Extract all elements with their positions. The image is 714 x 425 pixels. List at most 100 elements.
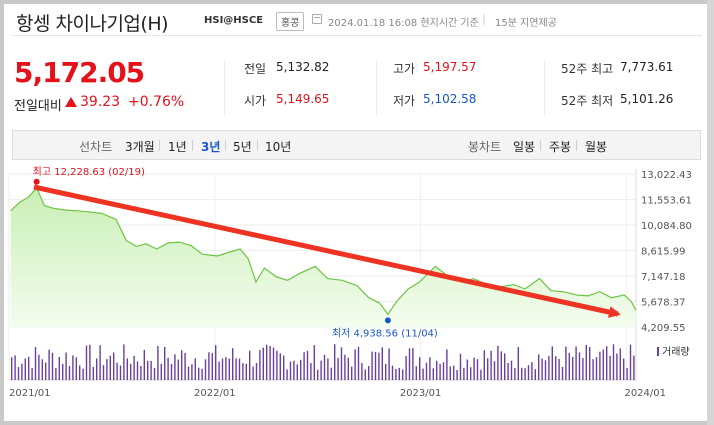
volume-bar: [75, 357, 77, 380]
volume-bar: [405, 356, 407, 380]
y-tick-label: 13,022.43: [641, 170, 692, 181]
stats-divider: [224, 60, 225, 116]
volume-bars: [11, 344, 635, 380]
volume-bar: [279, 353, 281, 380]
volume-bar: [28, 356, 30, 380]
volume-bar: [572, 357, 574, 380]
tab-divider: [192, 140, 193, 151]
volume-bar: [514, 368, 516, 380]
volume-bar: [106, 359, 108, 380]
y-tick-label: 10,084.80: [641, 221, 692, 232]
volume-bar: [561, 366, 564, 380]
quote-timestamp: 2024.01.18 16:08 현지시간 기준: [328, 18, 479, 29]
volume-bar: [160, 363, 162, 380]
volume-bar: [599, 351, 601, 380]
candle-tab-monthly[interactable]: 월봉: [585, 140, 608, 154]
period-tab-3m[interactable]: 3개월: [125, 140, 155, 154]
volume-bar: [79, 365, 81, 380]
period-tab-5y[interactable]: 5년: [233, 140, 252, 154]
volume-bar: [473, 357, 475, 380]
volume-bar: [531, 362, 533, 380]
volume-bar: [344, 354, 346, 380]
volume-bar: [490, 350, 492, 380]
stat-label: 시가: [244, 94, 267, 108]
stat-label: 저가: [393, 94, 416, 108]
stat-value: 5,102.58: [423, 92, 477, 106]
volume-bar: [548, 356, 550, 380]
volume-bar: [113, 352, 115, 380]
volume-bar: [283, 355, 285, 380]
volume-bar: [65, 352, 67, 380]
volume-bar: [232, 348, 234, 380]
volume-bar: [181, 350, 183, 380]
period-tab-3y[interactable]: 3년: [201, 140, 221, 154]
volume-bar: [493, 361, 496, 380]
volume-bar: [578, 352, 581, 380]
volume-bar: [327, 358, 329, 380]
change-percent: +0.76%: [128, 94, 185, 110]
tab-divider: [540, 140, 541, 151]
volume-bar: [215, 345, 217, 380]
volume-bar: [34, 347, 37, 380]
volume-bar: [408, 348, 411, 380]
volume-bar: [575, 346, 577, 380]
period-tab-10y[interactable]: 10년: [265, 140, 292, 154]
volume-bar: [17, 367, 20, 380]
volume-bar: [211, 353, 213, 380]
volume-bar: [500, 351, 502, 380]
volume-bar: [330, 367, 332, 380]
volume-bar: [538, 354, 540, 380]
volume-bar: [143, 349, 145, 380]
volume-bar: [602, 349, 604, 380]
volume-bar: [619, 348, 621, 380]
volume-legend: 거래량: [657, 346, 690, 358]
volume-bar: [31, 368, 33, 380]
volume-bar: [439, 364, 441, 380]
volume-bar: [544, 360, 547, 380]
volume-bar: [198, 367, 200, 380]
volume-bar: [555, 356, 557, 380]
volume-bar: [507, 363, 509, 380]
volume-bar: [497, 345, 499, 380]
stat-label: 고가: [393, 62, 416, 76]
period-tab-1y[interactable]: 1년: [168, 140, 187, 154]
volume-bar: [187, 366, 190, 380]
volume-bar: [453, 365, 455, 380]
volume-bar: [592, 359, 594, 380]
x-tick-label: 2021/01: [9, 388, 51, 399]
volume-bar: [429, 357, 431, 380]
change-value: 39.23: [80, 94, 121, 110]
volume-bar: [242, 363, 244, 380]
volume-bar: [419, 357, 421, 380]
volume-bar: [589, 347, 591, 380]
volume-bar: [371, 351, 373, 380]
volume-bar: [249, 350, 251, 380]
volume-bar: [551, 346, 553, 380]
candle-tab-weekly[interactable]: 주봉: [549, 140, 572, 154]
volume-bar: [510, 360, 513, 380]
volume-bar: [629, 344, 632, 380]
tab-divider: [225, 140, 226, 151]
volume-bar: [606, 346, 608, 380]
min-marker-dot: [384, 317, 391, 324]
volume-bar: [323, 354, 326, 380]
volume-bar: [381, 347, 383, 380]
candle-tab-daily[interactable]: 일봉: [513, 140, 536, 154]
volume-bar: [255, 363, 258, 380]
volume-bar: [55, 368, 57, 380]
volume-bar: [133, 355, 135, 380]
volume-bar: [340, 347, 343, 380]
volume-bar: [347, 357, 349, 380]
volume-bar: [595, 357, 598, 380]
volume-bar: [228, 358, 230, 380]
volume-bar: [157, 345, 159, 380]
volume-bar: [480, 369, 482, 380]
volume-bar: [633, 355, 635, 380]
volume-bar: [466, 359, 468, 380]
volume-bar: [334, 344, 336, 380]
stats-divider: [544, 60, 545, 116]
tab-divider: [576, 140, 577, 151]
volume-bar: [174, 354, 176, 380]
volume-bar: [391, 365, 394, 380]
volume-bar: [164, 347, 166, 380]
